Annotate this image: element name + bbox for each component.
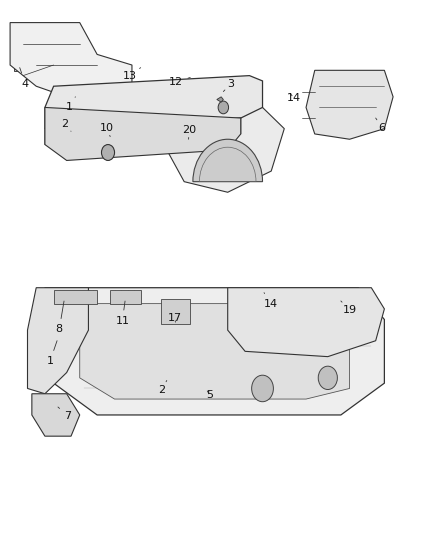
Text: 10: 10 (100, 123, 114, 136)
FancyBboxPatch shape (14, 48, 33, 71)
Polygon shape (32, 394, 80, 436)
Text: 19: 19 (341, 301, 357, 315)
Polygon shape (80, 304, 350, 399)
Text: 2: 2 (158, 381, 167, 394)
Polygon shape (10, 22, 132, 97)
Circle shape (102, 144, 115, 160)
Circle shape (218, 101, 229, 114)
Text: 7: 7 (58, 407, 71, 421)
Text: 14: 14 (264, 293, 278, 309)
Text: 3: 3 (223, 78, 235, 92)
Polygon shape (306, 70, 393, 139)
Text: 12: 12 (169, 77, 190, 87)
Text: 1: 1 (46, 341, 57, 366)
Text: 8: 8 (56, 301, 64, 334)
Circle shape (318, 366, 337, 390)
Circle shape (252, 375, 273, 402)
Wedge shape (193, 139, 262, 182)
FancyBboxPatch shape (161, 300, 190, 324)
Polygon shape (110, 290, 141, 304)
Text: 2: 2 (61, 119, 71, 131)
Polygon shape (217, 97, 223, 102)
Polygon shape (167, 97, 284, 192)
Text: 11: 11 (115, 301, 129, 326)
Text: 14: 14 (287, 93, 301, 103)
Text: 20: 20 (182, 125, 197, 139)
Polygon shape (45, 108, 241, 160)
Polygon shape (45, 118, 241, 144)
Text: 4: 4 (20, 68, 29, 88)
Polygon shape (53, 290, 97, 304)
Text: 5: 5 (206, 390, 213, 400)
Text: 17: 17 (168, 313, 182, 323)
Polygon shape (45, 76, 262, 128)
Text: 13: 13 (123, 68, 141, 80)
Polygon shape (45, 288, 385, 415)
Polygon shape (28, 288, 88, 394)
Polygon shape (228, 288, 385, 357)
Text: 6: 6 (376, 118, 386, 133)
Text: 1: 1 (65, 97, 75, 112)
